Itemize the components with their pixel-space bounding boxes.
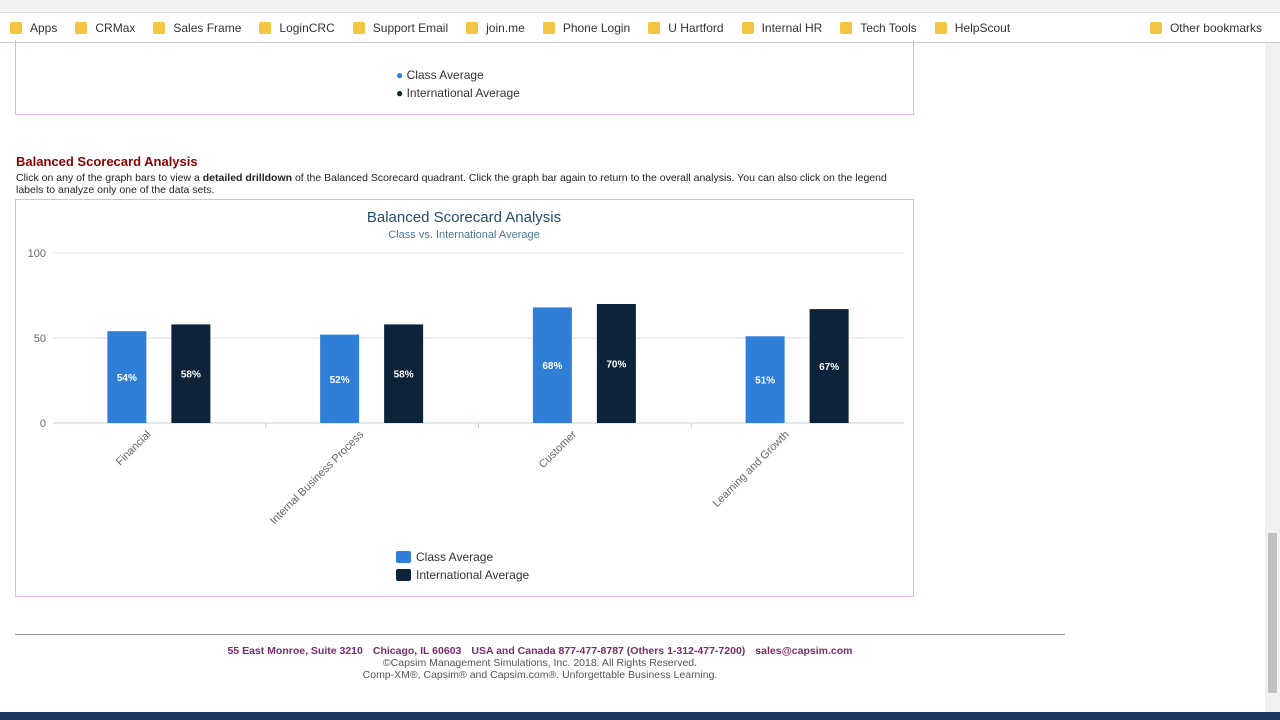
chart-box: Balanced Scorecard Analysis Class vs. In… [15, 199, 914, 597]
bar[interactable] [596, 304, 636, 423]
bookmark[interactable]: join.me [466, 21, 525, 35]
section-description: Click on any of the graph bars to view a… [16, 172, 906, 196]
bar[interactable] [384, 324, 424, 423]
data-label: 58% [394, 370, 414, 381]
contact-item: Chicago, IL 60603 [372, 645, 462, 657]
legend-label[interactable]: International Average [416, 568, 530, 582]
bookmark[interactable]: Support Email [353, 21, 448, 35]
bookmark[interactable]: CRMax [75, 21, 135, 35]
legend-label[interactable]: Class Average [416, 550, 493, 564]
bar[interactable] [532, 307, 572, 423]
contact-item[interactable]: sales@capsim.com [755, 645, 853, 657]
data-label: 70% [606, 360, 626, 371]
x-tick-label: Financial [114, 429, 154, 469]
bookmark[interactable]: Phone Login [543, 21, 630, 35]
bookmark[interactable]: Tech Tools [840, 21, 916, 35]
bookmark[interactable]: HelpScout [935, 21, 1010, 35]
bar[interactable] [320, 334, 360, 423]
bookmark[interactable]: Apps [10, 21, 57, 35]
footer-trademarks: Comp-XM®, Capsim® and Capsim.com®. Unfor… [362, 669, 718, 681]
y-tick-label: 100 [28, 248, 46, 260]
bar[interactable] [809, 309, 849, 423]
chart-title: Balanced Scorecard Analysis [367, 209, 561, 226]
bookmarks-bar: Apps CRMax Sales Frame LoginCRC Support Emai… [0, 14, 1280, 43]
scroll-thumb[interactable] [1268, 533, 1277, 693]
legend-swatch[interactable] [396, 569, 411, 581]
bookmark[interactable]: Other bookmarks [1150, 21, 1262, 35]
bar[interactable] [745, 336, 785, 423]
data-label: 68% [542, 361, 562, 372]
bookmark[interactable]: Sales Frame [153, 21, 241, 35]
footer-contact: 55 East Monroe, Suite 3210 Chicago, IL 60… [15, 645, 1065, 657]
address-bar [0, 0, 1280, 13]
legend-item[interactable]: ● Class Average [396, 68, 484, 82]
footer: 55 East Monroe, Suite 3210 Chicago, IL 60… [15, 634, 1065, 681]
x-tick-label: Learning and Growth [711, 429, 792, 510]
legend-item[interactable]: ● International Average [396, 86, 520, 100]
data-label: 58% [181, 370, 201, 381]
legend-swatch[interactable] [396, 551, 411, 563]
bar[interactable] [107, 331, 147, 423]
bookmark[interactable]: Internal HR [742, 21, 823, 35]
bookmark[interactable]: LoginCRC [259, 21, 334, 35]
contact-item: USA and Canada 877-477-8787 (Others 1-31… [471, 645, 746, 657]
data-label: 54% [117, 373, 137, 384]
x-tick-label: Customer [537, 428, 579, 470]
scrollbar[interactable] [1265, 43, 1280, 712]
footer-copyright: ©Capsim Management Simulations, Inc. 201… [382, 657, 698, 669]
bar[interactable] [171, 324, 211, 423]
contact-item: 55 East Monroe, Suite 3210 [227, 645, 363, 657]
data-label: 52% [330, 375, 350, 386]
text: Click on any of the graph bars to view a [16, 172, 203, 184]
text: of the Balanced Scorecard quadrant. Clic… [16, 172, 887, 196]
y-tick-label: 50 [34, 333, 46, 345]
x-tick-label: Internal Business Process [268, 428, 367, 527]
text: detailed drilldown [202, 172, 293, 184]
legend-label[interactable]: Class Average [406, 68, 484, 82]
y-tick-label: 0 [40, 418, 46, 430]
data-label: 51% [755, 376, 775, 387]
chart-subtitle: Class vs. International Average [388, 229, 539, 241]
chart: Balanced Scorecard Analysis Class vs. In… [28, 209, 904, 582]
legend-label[interactable]: International Average [406, 86, 520, 100]
bookmark[interactable]: U Hartford [648, 21, 723, 35]
previous-chart: ● Class Average ● International Average [15, 40, 914, 115]
section-title: Balanced Scorecard Analysis [16, 154, 198, 169]
taskbar [0, 712, 1280, 720]
data-label: 67% [819, 362, 839, 373]
